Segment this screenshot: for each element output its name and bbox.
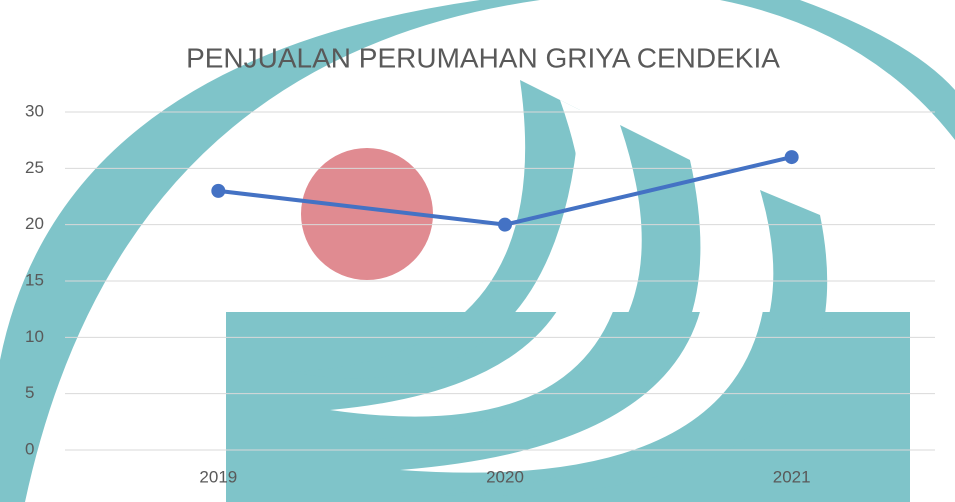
x-tick-label: 2019: [199, 467, 237, 486]
x-tick-label: 2020: [486, 467, 524, 486]
y-tick-label: 15: [25, 270, 44, 289]
point: [211, 183, 226, 198]
point: [498, 217, 512, 232]
y-tick-label: 30: [25, 101, 44, 120]
point: [784, 150, 799, 165]
y-tick-label: 25: [25, 158, 44, 177]
y-tick-label: 10: [25, 327, 44, 346]
y-tick-label: 5: [25, 383, 34, 402]
y-tick-label: 20: [25, 214, 44, 233]
y-tick-label: 0: [25, 439, 34, 458]
chart-title: PENJUALAN PERUMAHAN GRIYA CENDEKIA: [186, 42, 780, 73]
x-tick-label: 2021: [773, 467, 811, 486]
